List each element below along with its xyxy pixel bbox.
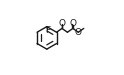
Text: O: O [75,28,82,37]
Text: F: F [45,26,50,35]
Text: O: O [69,19,76,28]
Text: O: O [59,19,65,28]
